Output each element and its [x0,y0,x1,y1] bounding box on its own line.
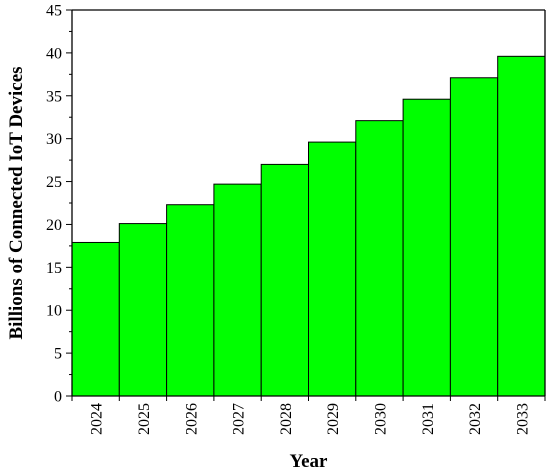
x-tick-label: 2024 [89,403,106,435]
x-axis-title: Year [290,451,329,471]
bar-2025 [118,223,168,397]
y-tick-label: 30 [46,131,62,148]
y-tick-label: 40 [46,45,62,62]
x-tick-label: 2027 [231,403,248,435]
y-tick-label: 0 [54,389,62,406]
x-tick-label: 2028 [278,403,295,435]
x-tick-label: 2030 [372,403,389,435]
y-axis: 0 5 10 15 20 25 30 35 40 45 [46,3,72,406]
bar-2029 [308,141,357,397]
bar-2032 [449,77,499,397]
y-tick-label: 25 [46,174,62,191]
x-tick-label: 2032 [467,403,484,435]
x-tick-label: 2033 [514,403,531,435]
bar-2028 [260,163,310,397]
y-tick-label: 15 [46,260,62,277]
y-tick-label: 45 [46,3,62,20]
bar-2033 [497,55,546,397]
y-tick-label: 10 [46,303,62,320]
bar-2024 [71,241,120,397]
y-axis-title: Billions of Connected IoT Devices [6,66,27,339]
bar-2031 [402,98,451,397]
y-tick-label: 35 [46,88,62,105]
x-tick-label: 2025 [136,403,153,435]
x-tick-label: 2026 [183,403,200,435]
bar-2027 [213,183,262,397]
bar-2030 [355,120,404,397]
x-tick-label: 2029 [325,403,342,435]
bars-group [71,55,546,397]
y-tick-label: 20 [46,217,62,234]
x-tick-label: 2031 [420,403,437,435]
x-axis: 2024 2025 2026 2027 2028 2029 2030 2031 2032 2033 [71,396,546,435]
y-tick-label: 5 [54,346,62,363]
bar-2026 [166,204,215,397]
